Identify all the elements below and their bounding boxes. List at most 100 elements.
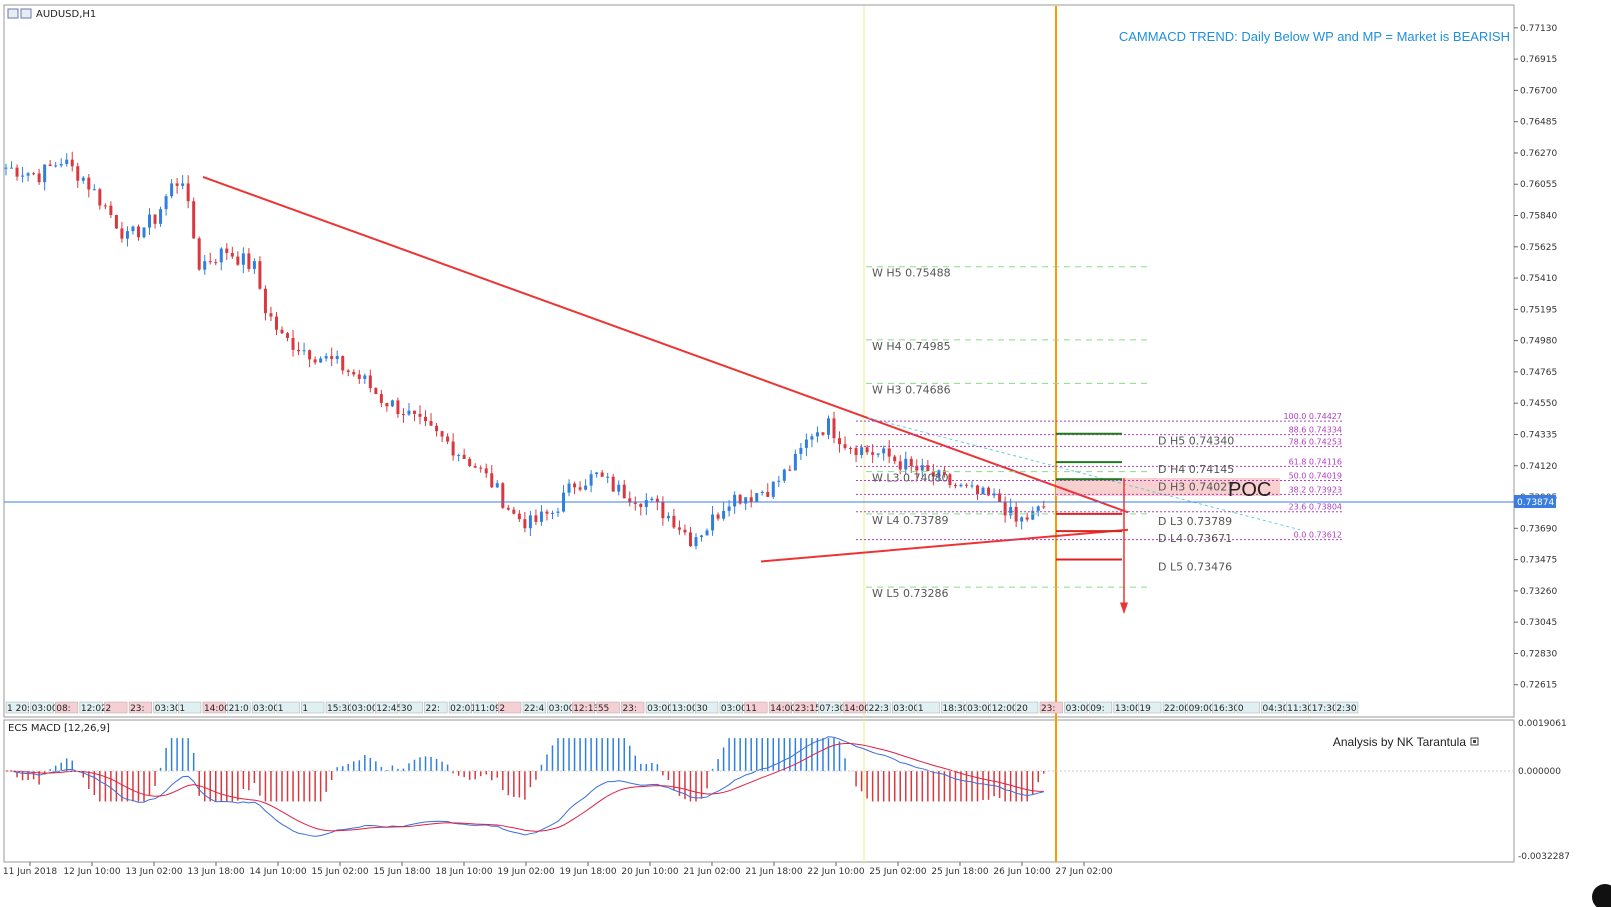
y-tick-label: 0.77130 [1520, 24, 1557, 34]
candle-body [998, 493, 1002, 502]
candle-body [159, 209, 163, 224]
session-tag-label: 03:00 [1066, 704, 1092, 714]
session-tag: 03:30 [153, 701, 181, 714]
x-tick-label: 27 Jun 02:00 [1055, 867, 1112, 877]
candle-body [142, 227, 146, 238]
candle-body [545, 511, 549, 514]
session-tag-label: 12:00 [992, 704, 1018, 714]
candle-body [153, 214, 157, 224]
session-tag-label: 17:30 [1312, 704, 1338, 714]
session-tag-label: 22:4 [524, 704, 544, 714]
session-tag: 18:30 [941, 701, 969, 714]
session-tag: 2:30 [1335, 701, 1359, 714]
session-tag-label: 03:00 [32, 704, 58, 714]
y-tick-label: 0.76485 [1520, 118, 1557, 128]
session-tag-label: 03:00 [967, 704, 993, 714]
candle-body [440, 431, 444, 437]
candle-body [1020, 517, 1024, 522]
candle-body [788, 469, 792, 471]
session-tag-label: 09: [1090, 704, 1104, 714]
fib-level-label: 23.6 0.73804 [1289, 503, 1342, 512]
candle-body [21, 175, 25, 177]
candle-body [98, 189, 102, 206]
candle-body [451, 441, 455, 456]
session-tag: 11 [744, 701, 768, 714]
x-tick-label: 13 Jun 02:00 [125, 867, 182, 877]
candle-body [573, 483, 577, 488]
fib-level-label: 78.6 0.74253 [1289, 437, 1342, 446]
y-tick-label: 0.72830 [1520, 649, 1557, 659]
session-tag: 22:4 [522, 701, 546, 714]
candle-body [849, 447, 853, 449]
candle-body [976, 485, 980, 495]
session-tag-label: 03:00 [647, 704, 673, 714]
fib-level-label: 100.0 0.74427 [1283, 412, 1342, 421]
current-price-value: 0.73874 [1517, 498, 1554, 508]
window-icon [7, 8, 19, 19]
candle-body [512, 509, 516, 514]
symbol-label: AUDUSD,H1 [36, 9, 96, 20]
candle-body [214, 262, 218, 264]
candle-body [760, 491, 764, 494]
candle-body [600, 472, 604, 477]
candle-body [810, 436, 814, 440]
candle-body [804, 439, 808, 448]
candle-body [1031, 510, 1035, 520]
candle-body [363, 375, 367, 379]
session-tag-label: 13:00 [672, 704, 698, 714]
candle-body [644, 500, 648, 507]
x-tick-label: 15 Jun 18:00 [373, 867, 430, 877]
session-tag: 22: [424, 701, 448, 714]
candle-body [838, 438, 842, 445]
candle-body [297, 349, 301, 352]
candle-body [274, 316, 278, 330]
candle-body [308, 350, 312, 360]
candle-body [468, 458, 472, 467]
x-tick-label: 25 Jun 02:00 [869, 867, 926, 877]
candle-body [457, 454, 461, 456]
y-tick-label: 0.73260 [1520, 587, 1557, 597]
ascending-support-trendline[interactable] [760, 528, 1129, 563]
candle-body [396, 400, 400, 414]
y-tick-label: 0.74550 [1520, 399, 1557, 409]
candle-body [992, 493, 996, 496]
candle-body [981, 487, 985, 495]
session-tag-label: 13:00 [1115, 704, 1141, 714]
y-tick-label: 0.74120 [1520, 462, 1557, 472]
candle-body [26, 173, 30, 176]
candle-body [175, 183, 179, 186]
weekly-pivot-label: W H4 0.74985 [872, 340, 951, 353]
session-tag-label: 1 [918, 704, 924, 714]
session-tag-label: 14:00 [770, 704, 796, 714]
candle-body [688, 532, 692, 547]
candle-body [655, 498, 659, 503]
candle-body [578, 487, 582, 490]
y-tick-label: 0.73690 [1520, 524, 1557, 534]
session-tag-label: 18:30 [942, 704, 968, 714]
candle-body [252, 261, 256, 269]
session-tag-label: 03:00 [721, 704, 747, 714]
candle-body [887, 448, 891, 457]
candle-body [92, 189, 96, 191]
candle-body [418, 413, 422, 417]
y-tick-label: 0.74765 [1520, 368, 1557, 378]
symbol-header: AUDUSD,H1 [7, 8, 96, 20]
session-tag: 03:00 [547, 701, 575, 714]
candle-body [633, 502, 637, 504]
candle-body [898, 461, 902, 470]
candle-body [777, 480, 781, 482]
candle-body [484, 468, 488, 474]
candle-body [114, 215, 118, 229]
candle-body [705, 530, 709, 536]
candle-body [258, 261, 262, 289]
session-tag-label: 23:15 [795, 704, 821, 714]
weekly-pivot-label: W L4 0.73789 [872, 514, 948, 527]
candle-body [937, 470, 941, 477]
descending-resistance-trendline[interactable] [202, 176, 1129, 514]
candle-body [733, 494, 737, 507]
candle-body [876, 453, 880, 455]
x-tick-label: 12 Jun 10:00 [63, 867, 120, 877]
square-dot-icon [1470, 737, 1479, 746]
candle-body [1025, 517, 1029, 520]
